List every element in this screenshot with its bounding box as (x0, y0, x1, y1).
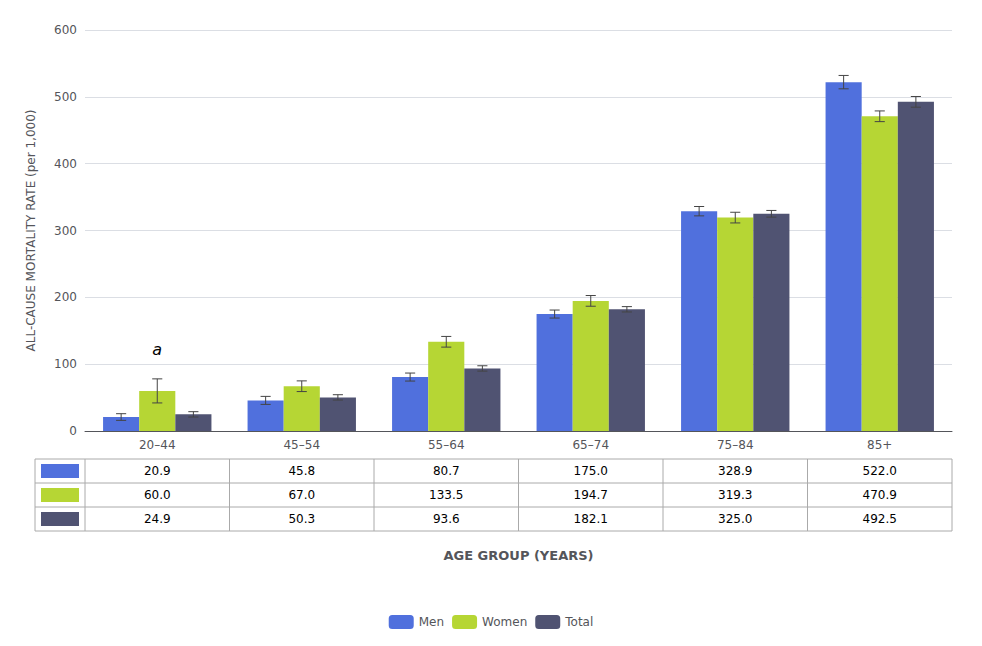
svg-text:328.9: 328.9 (718, 464, 752, 478)
svg-text:522.0: 522.0 (863, 464, 897, 478)
svg-text:75–84: 75–84 (717, 438, 754, 452)
svg-text:100: 100 (54, 357, 77, 371)
svg-text:85+: 85+ (867, 438, 892, 452)
svg-text:194.7: 194.7 (574, 488, 608, 502)
svg-text:492.5: 492.5 (863, 512, 897, 526)
svg-text:24.9: 24.9 (144, 512, 171, 526)
svg-text:65–74: 65–74 (572, 438, 609, 452)
svg-text:200: 200 (54, 290, 77, 304)
svg-text:470.9: 470.9 (863, 488, 897, 502)
svg-text:Women: Women (482, 615, 527, 629)
svg-text:ALL-CAUSE MORTALITY RATE (per: ALL-CAUSE MORTALITY RATE (per 1,000) (24, 110, 38, 352)
svg-text:93.6: 93.6 (433, 512, 460, 526)
svg-text:20.9: 20.9 (144, 464, 171, 478)
svg-text:67.0: 67.0 (288, 488, 315, 502)
svg-text:0: 0 (69, 424, 77, 438)
svg-text:319.3: 319.3 (718, 488, 752, 502)
svg-text:182.1: 182.1 (574, 512, 608, 526)
svg-text:80.7: 80.7 (433, 464, 460, 478)
svg-text:300: 300 (54, 224, 77, 238)
svg-text:175.0: 175.0 (574, 464, 608, 478)
svg-text:45.8: 45.8 (288, 464, 315, 478)
svg-text:20–44: 20–44 (139, 438, 176, 452)
svg-text:Total: Total (564, 615, 593, 629)
svg-text:50.3: 50.3 (288, 512, 315, 526)
svg-text:133.5: 133.5 (429, 488, 463, 502)
svg-text:55–64: 55–64 (428, 438, 465, 452)
svg-text:45–54: 45–54 (283, 438, 320, 452)
svg-text:600: 600 (54, 23, 77, 37)
svg-text:Men: Men (419, 615, 444, 629)
svg-text:325.0: 325.0 (718, 512, 752, 526)
svg-text:a: a (152, 340, 162, 359)
svg-text:500: 500 (54, 90, 77, 104)
svg-text:60.0: 60.0 (144, 488, 171, 502)
svg-text:400: 400 (54, 157, 77, 171)
svg-text:AGE GROUP (YEARS): AGE GROUP (YEARS) (443, 548, 593, 563)
